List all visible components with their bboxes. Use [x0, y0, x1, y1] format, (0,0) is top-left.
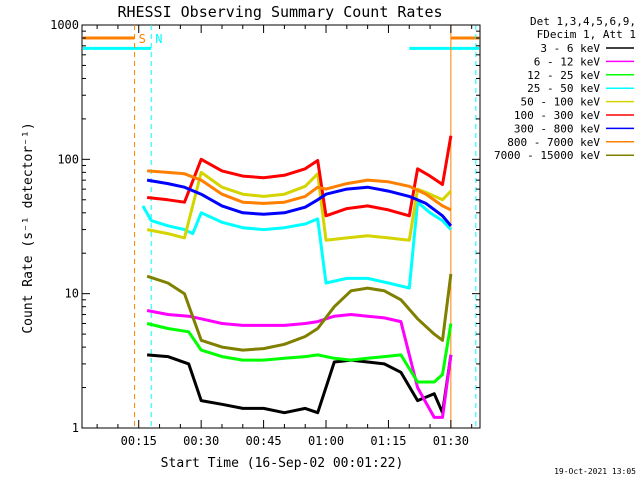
series-line-6: [146, 178, 453, 227]
legend-label-3: 25 - 50 keV: [527, 82, 600, 95]
y-tick-label: 10: [65, 287, 79, 301]
x-tick-label: 01:00: [308, 434, 344, 448]
x-tick-label: 00:45: [246, 434, 282, 448]
series-line-1: [146, 309, 453, 419]
x-tick-label: 01:15: [370, 434, 406, 448]
x-tick-label: 00:15: [121, 434, 157, 448]
y-tick-label: 1000: [50, 18, 79, 32]
legend-label-4: 50 - 100 keV: [521, 96, 601, 109]
series-line-2: [146, 322, 453, 384]
series-line-0: [146, 353, 453, 415]
y-tick-label: 1: [72, 421, 79, 435]
x-axis: 00:15 00:30 00:45 01:00 01:15 01:30: [96, 25, 473, 448]
series-line-5: [146, 135, 453, 218]
marker-label-saa: S: [139, 32, 146, 46]
x-axis-label: Start Time (16-Sep-02 00:01:22): [161, 456, 404, 471]
legend-label-1: 6 - 12 keV: [534, 55, 601, 68]
legend: Det 1,3,4,5,6,9, FDecim 1, Att 1 3 - 6 k…: [494, 15, 636, 162]
legend-label-6: 300 - 800 keV: [514, 122, 600, 135]
legend-header-line-2: FDecim 1, Att 1: [537, 28, 636, 41]
legend-header-line-1: Det 1,3,4,5,6,9,: [530, 15, 636, 28]
y-axis: 1 10 100 1000: [50, 18, 480, 435]
axes-frame: [81, 24, 481, 429]
x-tick-label: 01:30: [433, 434, 469, 448]
legend-label-8: 7000 - 15000 keV: [494, 149, 600, 162]
series-line-7: [146, 169, 452, 212]
legend-label-5: 100 - 300 keV: [514, 109, 600, 122]
legend-label-7: 800 - 7000 keV: [507, 136, 600, 149]
chart-title: RHESSI Observing Summary Count Rates: [117, 3, 442, 21]
legend-label-0: 3 - 6 keV: [540, 42, 600, 55]
y-tick-label: 100: [57, 152, 79, 166]
legend-label-2: 12 - 25 keV: [527, 69, 600, 82]
timestamp: 19-Oct-2021 13:05: [554, 467, 636, 476]
marker-label-night: N: [155, 32, 162, 46]
series-line-8: [146, 273, 453, 352]
x-tick-label: 00:30: [183, 434, 219, 448]
y-axis-label: Count Rate (s⁻¹ detector⁻¹): [21, 122, 36, 333]
